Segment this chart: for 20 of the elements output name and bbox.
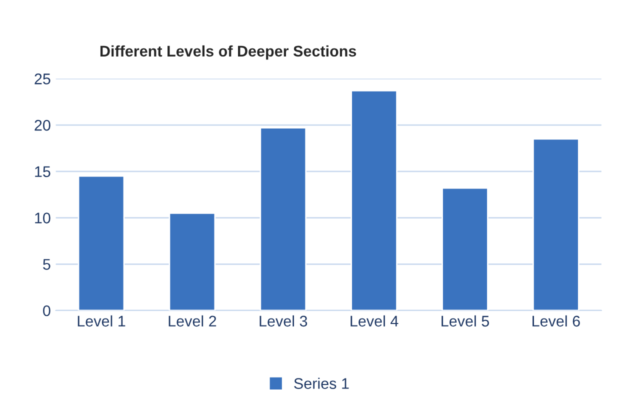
y-tick-label: 10 [35,212,50,224]
bar [78,175,125,310]
y-tick-label: 0 [43,305,50,316]
legend-label: Series 1 [294,378,349,389]
x-tick-label: Level 6 [532,315,580,327]
bar [442,187,488,310]
y-tick-label: 25 [34,74,50,84]
bar [350,90,398,310]
y-tick-label: 20 [34,120,50,131]
x-tick-label: Level 4 [350,315,398,327]
x-tick-label: Level 3 [260,315,308,327]
chart-title: Different Levels of Deeper Sections [100,45,356,60]
x-tick-label: Level 5 [442,315,489,327]
bar [532,138,580,310]
bar [168,212,216,310]
bar [260,127,307,310]
x-tick-label: Level 2 [168,315,216,327]
x-tick-label: Level 1 [78,315,126,327]
y-tick-label: 5 [43,259,50,270]
y-tick-label: 15 [35,166,50,178]
